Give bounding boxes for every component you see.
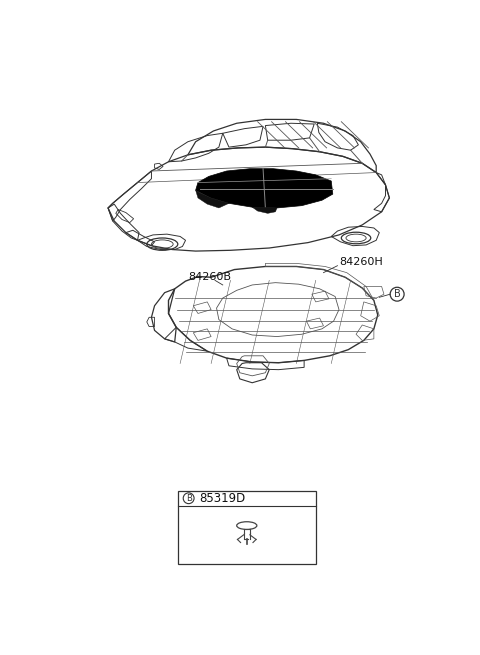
Polygon shape bbox=[252, 207, 277, 214]
Polygon shape bbox=[196, 190, 229, 208]
Text: B: B bbox=[186, 494, 192, 503]
Text: B: B bbox=[394, 290, 400, 299]
Polygon shape bbox=[196, 169, 333, 208]
Text: 85319D: 85319D bbox=[200, 492, 246, 505]
Text: 84260H: 84260H bbox=[339, 257, 383, 267]
Text: 84260B: 84260B bbox=[188, 272, 231, 282]
